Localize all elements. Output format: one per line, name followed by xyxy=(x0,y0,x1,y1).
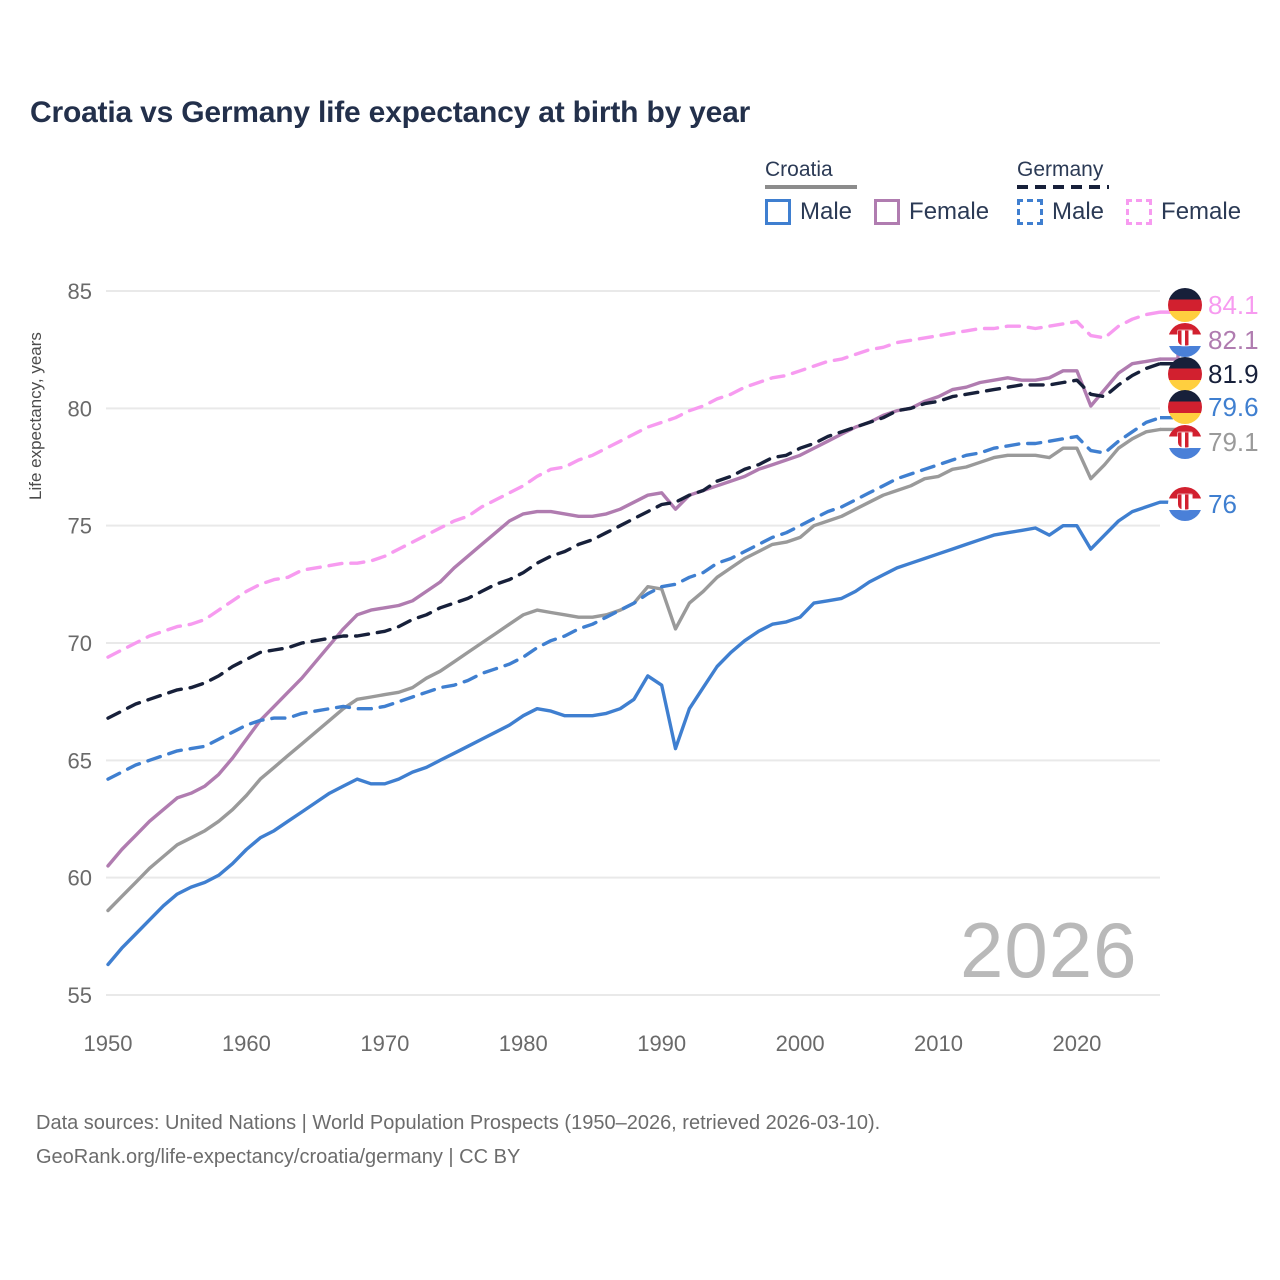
svg-text:1970: 1970 xyxy=(360,1031,409,1056)
series-lines xyxy=(106,310,1162,967)
y-axis-label: Life expectancy, years xyxy=(26,332,45,500)
svg-text:2000: 2000 xyxy=(776,1031,825,1056)
chart-footer: Data sources: United Nations | World Pop… xyxy=(36,1106,880,1175)
y-axis-ticks: 55 60 65 70 75 80 85 xyxy=(68,279,92,1008)
chart-legend: Croatia Male Female Germany Male xyxy=(0,158,1280,238)
end-value-croatia-female: 82.1 xyxy=(1208,324,1259,355)
legend-rule-germany xyxy=(1017,185,1109,189)
legend-label-croatia-male: Male xyxy=(800,198,853,225)
legend-group-croatia: Croatia Male Female xyxy=(765,158,989,226)
croatia-flag-icon xyxy=(1168,323,1202,357)
end-value-germany-both: 81.9 xyxy=(1208,358,1259,389)
svg-text:1960: 1960 xyxy=(222,1031,271,1056)
croatia-coat-of-arms-icon xyxy=(1178,330,1192,346)
legend-swatch-germany-male xyxy=(1017,199,1043,225)
end-value-germany-female: 84.1 xyxy=(1208,289,1259,320)
svg-text:1980: 1980 xyxy=(499,1031,548,1056)
legend-heading-croatia: Croatia xyxy=(765,158,833,181)
footer-line-sources: Data sources: United Nations | World Pop… xyxy=(36,1112,881,1134)
legend-group-germany: Germany Male Female xyxy=(1017,158,1241,226)
legend-item-germany-male[interactable]: Male xyxy=(1017,198,1104,226)
end-label-germany-female: 84.1 xyxy=(1168,288,1259,322)
svg-text:60: 60 xyxy=(68,866,92,891)
croatia-flag-icon xyxy=(1168,425,1202,459)
gridlines xyxy=(106,290,1160,996)
legend-swatch-croatia-male xyxy=(765,199,791,225)
svg-text:1990: 1990 xyxy=(637,1031,686,1056)
svg-text:80: 80 xyxy=(68,396,92,421)
legend-swatch-croatia-female xyxy=(874,199,901,225)
legend-label-germany-male: Male xyxy=(1052,198,1105,225)
end-label-germany-both: 81.9 xyxy=(1168,357,1259,391)
germany-flag-icon xyxy=(1168,390,1202,424)
end-label-germany-male: 79.6 xyxy=(1168,390,1259,424)
end-label-croatia-female: 82.1 xyxy=(1168,323,1259,357)
croatia-coat-of-arms-icon xyxy=(1178,494,1192,510)
page-title: Croatia vs Germany life expectancy at bi… xyxy=(30,96,751,129)
croatia-flag-icon xyxy=(1168,487,1202,521)
legend-heading-germany: Germany xyxy=(1017,158,1104,181)
legend-item-croatia-female[interactable]: Female xyxy=(874,198,989,226)
germany-flag-icon xyxy=(1168,357,1202,391)
svg-text:55: 55 xyxy=(68,983,92,1008)
svg-text:70: 70 xyxy=(68,631,92,656)
end-value-germany-male: 79.6 xyxy=(1208,391,1259,422)
year-watermark: 2026 xyxy=(960,906,1138,994)
svg-text:65: 65 xyxy=(68,748,92,773)
x-axis-ticks: 1950 1960 1970 1980 1990 2000 2010 2020 xyxy=(84,1031,1102,1056)
croatia-coat-of-arms-icon xyxy=(1178,432,1192,448)
svg-text:1950: 1950 xyxy=(84,1031,133,1056)
germany-flag-icon xyxy=(1168,288,1202,322)
footer-line-attribution: GeoRank.org/life-expectancy/croatia/germ… xyxy=(36,1146,521,1169)
legend-item-croatia-male[interactable]: Male xyxy=(765,198,852,226)
end-value-croatia-male: 76 xyxy=(1208,488,1237,519)
legend-label-croatia-female: Female xyxy=(909,198,990,225)
svg-text:85: 85 xyxy=(68,279,92,304)
svg-text:2020: 2020 xyxy=(1052,1031,1101,1056)
legend-swatch-germany-female xyxy=(1126,199,1153,225)
end-value-croatia-both: 79.1 xyxy=(1208,426,1259,457)
legend-rule-croatia xyxy=(765,185,857,189)
legend-item-germany-female[interactable]: Female xyxy=(1126,198,1241,226)
svg-text:75: 75 xyxy=(68,514,92,539)
svg-text:2010: 2010 xyxy=(914,1031,963,1056)
legend-label-germany-female: Female xyxy=(1161,198,1242,225)
end-label-croatia-male: 76 xyxy=(1168,487,1237,521)
end-label-croatia-both: 79.1 xyxy=(1168,425,1259,459)
